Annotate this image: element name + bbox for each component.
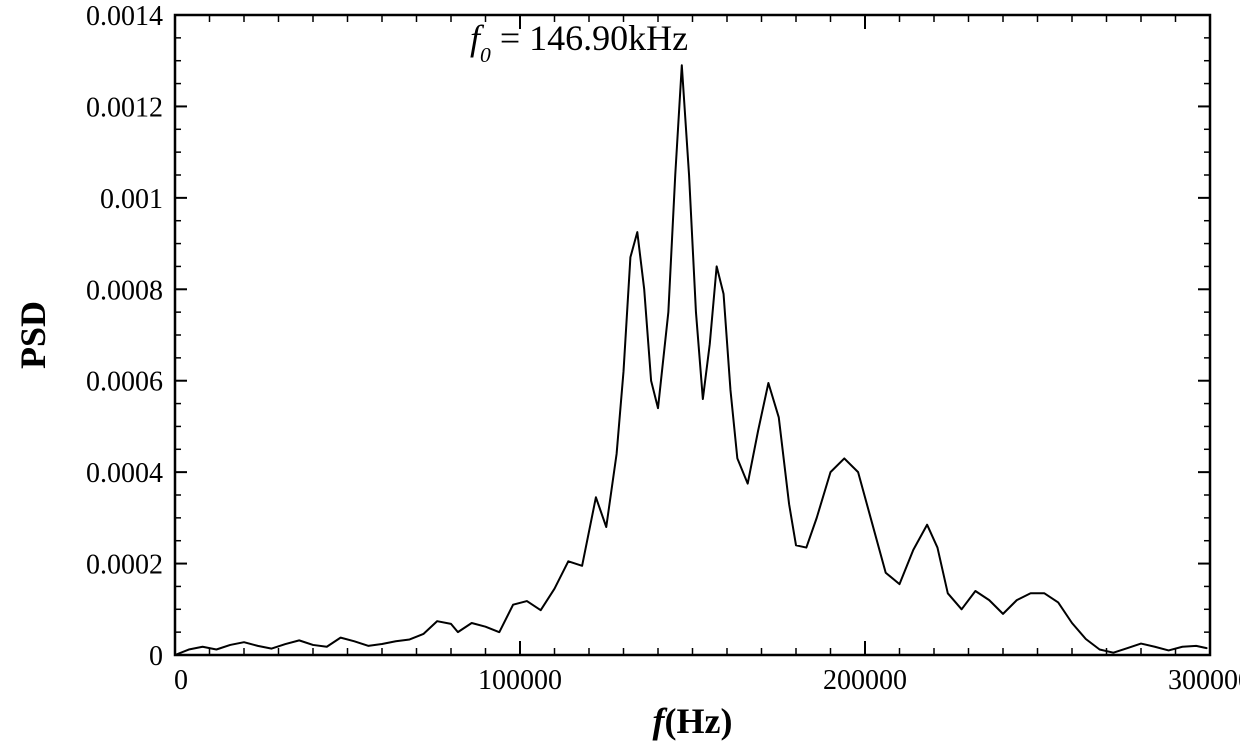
y-tick-label: 0.0006	[86, 367, 163, 398]
chart-canvas: 0 0.0002 0.0004 0.0006 0.0008 0.001 0.0012 0.00…	[0, 0, 1240, 745]
y-tick-label: 0.0012	[86, 92, 163, 123]
y-axis-title: PSD	[13, 301, 53, 369]
psd-chart: 0 0.0002 0.0004 0.0006 0.0008 0.001 0.0012 0.00…	[0, 0, 1240, 745]
x-tick-label: 0	[174, 665, 188, 696]
y-tick-label: 0	[149, 641, 163, 672]
y-tick-label: 0.001	[100, 184, 163, 215]
y-tick-label: 0.0004	[86, 458, 163, 489]
x-tick-label: 200000	[823, 665, 907, 696]
x-tick-label: 100000	[478, 665, 562, 696]
plot-frame	[175, 15, 1210, 655]
y-tick-label: 0.0014	[86, 1, 163, 32]
y-tick-label: 0.0002	[86, 550, 163, 581]
x-axis-title: f(Hz)	[653, 701, 733, 741]
psd-series-line	[175, 65, 1207, 655]
peak-frequency-annotation: f0 = 146.90kHz	[470, 18, 688, 67]
y-tick-label: 0.0008	[86, 275, 163, 306]
x-tick-label: 300000	[1168, 665, 1240, 696]
